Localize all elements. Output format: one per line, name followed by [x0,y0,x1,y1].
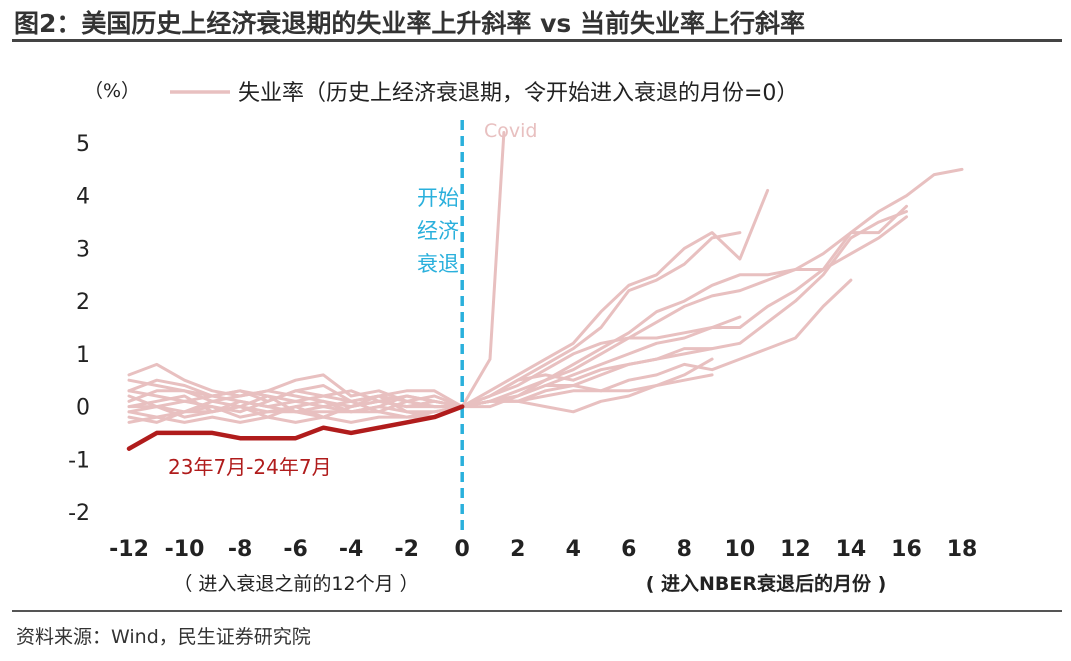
y-tick-label: -1 [68,448,90,473]
current-series-line [126,404,465,451]
historical-series-group [127,167,964,424]
current-series-label: 23年7月-24年7月 [168,455,332,479]
historical-series-line [127,347,714,409]
title-divider [12,39,1062,42]
historical-series-line [127,215,908,414]
x-tick-label: -2 [394,537,418,562]
y-tick-label: 2 [76,290,90,315]
x-axis-ticks: -12 -10 -8 -6 -4 -2 0 2 4 6 8 10 12 14 16 18 [109,537,977,562]
x-tick-label: 8 [677,537,692,562]
x-tick-label: 14 [836,537,867,562]
covid-label: Covid [484,120,537,142]
x-tick-label: -12 [109,537,149,562]
x-tick-label: 16 [891,537,922,562]
y-axis-ticks: -2 -1 0 1 2 3 4 5 [68,132,90,526]
y-tick-label: 1 [76,343,90,368]
x-tick-label: -10 [165,537,205,562]
source-divider [12,610,1062,612]
x-tick-label: 10 [725,537,756,562]
current-series-group [126,404,465,451]
y-tick-label: 3 [76,237,90,262]
legend-label: 失业率（历史上经济衰退期，令开始进入衰退的月份=0） [238,81,798,106]
x-tick-label: 2 [510,537,525,562]
recession-label-line-1: 开始 [417,186,459,210]
recession-label: 开始 经济 衰退 [417,186,459,276]
recession-label-line-3: 衰退 [417,252,459,276]
historical-series-line [127,204,908,419]
y-tick-label: 4 [76,185,90,210]
x-sublabel-right: ( 进入NBER衰退后的月份 ) [646,572,887,595]
x-tick-label: -4 [339,537,363,562]
source-note: 资料来源：Wind，民生证券研究院 [16,626,311,648]
x-tick-label: 6 [621,537,636,562]
x-tick-label: 12 [780,537,811,562]
x-tick-label: -6 [283,537,307,562]
historical-series-line [127,373,714,424]
x-tick-label: 4 [566,537,581,562]
x-tick-label: 18 [947,537,978,562]
y-tick-label: 0 [76,396,90,421]
historical-series-line [127,357,714,414]
recession-label-line-2: 经济 [417,219,459,243]
x-sublabel-left: （ 进入衰退之前的12个月 ） [173,573,418,595]
y-unit-label: （%） [84,80,140,102]
figure-title: 图2：美国历史上经济衰退期的失业率上升斜率 vs 当前失业率上行斜率 [14,9,805,38]
x-tick-label: 0 [455,537,470,562]
x-tick-label: -8 [228,537,252,562]
y-tick-label: 5 [76,132,90,157]
y-tick-label: -2 [68,501,90,526]
